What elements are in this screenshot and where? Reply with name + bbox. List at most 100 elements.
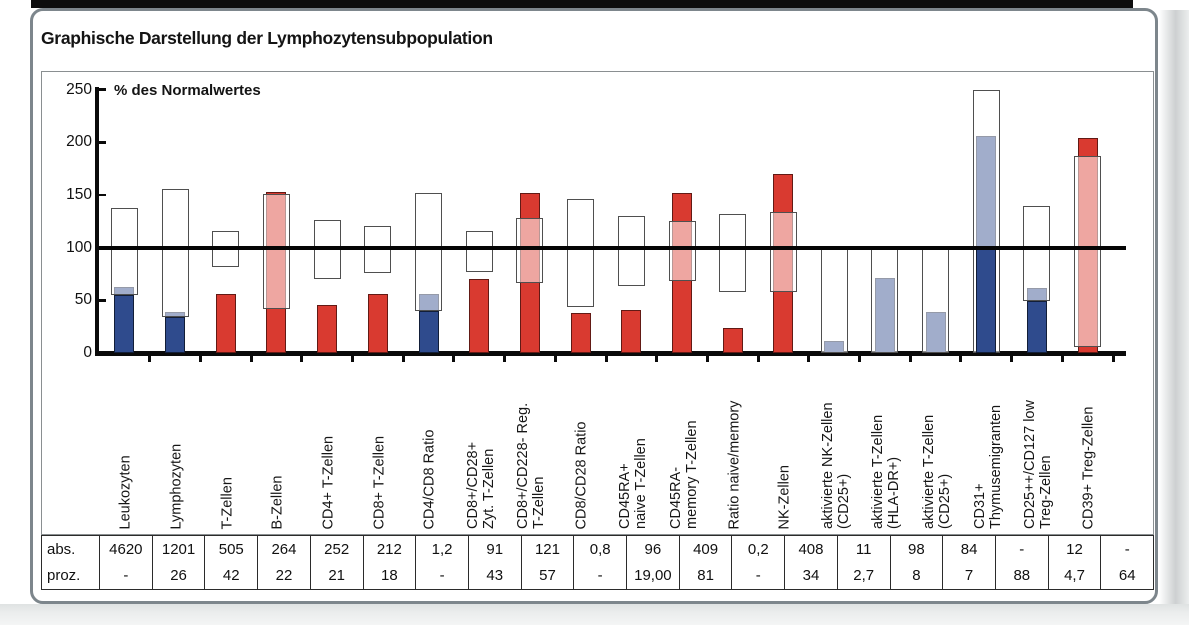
x-axis-label: Leukozyten [117, 454, 134, 529]
value-bar-back [215, 294, 236, 353]
value-bar-front [1026, 301, 1047, 353]
x-axis-label: CD8+/CD28+ Zyt. T-Zellen [464, 441, 497, 529]
y-tick [99, 299, 106, 302]
proz-cell: 4,7 [1064, 566, 1085, 584]
range-box [415, 192, 443, 311]
proz-cell: 88 [1013, 566, 1031, 584]
x-axis-labels: Leukozyten Lymphozyten T-Zellen B-Zellen CD4… [99, 72, 1113, 529]
table-column: 11 2,7 [836, 536, 890, 589]
y-axis [95, 87, 99, 356]
range-box [1023, 205, 1051, 302]
card: Graphische Darstellung der Lymphozytensu… [30, 8, 1158, 604]
x-tick [959, 356, 963, 362]
abs-cell: 408 [798, 540, 824, 558]
value-bar-back [621, 309, 642, 353]
x-tick [1010, 356, 1014, 362]
abs-cell: 0,8 [589, 540, 611, 558]
value-bar-back [367, 294, 388, 353]
figure-title: Graphische Darstellung der Lymphozytensu… [41, 28, 493, 48]
x-tick [452, 356, 456, 362]
table-column: 121 57 [520, 536, 574, 589]
x-axis-label: aktivierte NK-Zellen (CD25+) [819, 402, 852, 529]
table-row-headers: abs. proz. [42, 536, 99, 589]
x-tick [503, 356, 507, 362]
abs-cell: 252 [324, 540, 350, 558]
table-column: 212 18 [362, 536, 416, 589]
proz-cell: 8 [912, 566, 921, 584]
x-axis-label: Lymphozyten [168, 443, 185, 529]
row-header-proz: proz. [47, 566, 81, 584]
proz-cell: 22 [275, 566, 293, 584]
x-axis-label: NK-Zellen [776, 464, 793, 529]
y-tick-label: 100 [66, 238, 92, 256]
page-shadow-bottom [0, 604, 1189, 625]
proz-cell: 34 [802, 566, 820, 584]
abs-cell: 12 [1066, 540, 1083, 558]
abs-cell: - [1019, 540, 1025, 558]
plot-area [99, 89, 1113, 353]
table-column: 84 7 [942, 536, 995, 589]
x-axis-label: CD39+ Treg-Zellen [1080, 406, 1097, 529]
table-column: 1,2 - [415, 536, 468, 589]
abs-cell: 91 [486, 540, 504, 558]
y-axis-title: % des Normalwertes [114, 82, 261, 99]
range-box [516, 218, 544, 284]
proz-cell: 81 [697, 566, 714, 584]
chart-frame: % des Normalwertes 0 50 100 150 200 250 Leuko… [41, 71, 1154, 535]
abs-cell: 0,2 [747, 540, 769, 558]
abs-cell: - [1124, 540, 1130, 558]
value-bar-front [976, 247, 997, 353]
range-box [922, 247, 950, 353]
table-column: 98 8 [889, 536, 943, 589]
y-tick [99, 88, 106, 91]
x-axis-label: CD45RA+ naive T-Zellen [616, 438, 649, 529]
table-column: 12 4,7 [1047, 536, 1101, 589]
table-column: - 88 [994, 536, 1048, 589]
abs-cell: 409 [693, 540, 719, 558]
x-axis-label: CD31+ Thymusemigranten [971, 404, 1004, 529]
proz-cell: 26 [170, 566, 187, 584]
x-axis-label: B-Zellen [269, 475, 286, 529]
abs-cell: 11 [855, 540, 872, 558]
range-box [769, 211, 797, 292]
abs-cell: 264 [271, 540, 297, 558]
x-axis-label: Ratio naive/memory [726, 400, 742, 529]
x-tick [401, 356, 405, 362]
table-column: 91 43 [467, 536, 521, 589]
y-tick [99, 193, 106, 197]
range-box [617, 216, 645, 286]
value-bar-front [165, 317, 186, 353]
proz-cell: - [597, 566, 603, 584]
proz-cell: 2,7 [853, 566, 875, 584]
x-tick [553, 356, 557, 362]
table-column: 4620 - [99, 536, 152, 589]
x-tick [351, 356, 354, 362]
table-column: 0,2 - [731, 536, 784, 589]
x-axis-label: aktivierte T-Zellen (CD25+) [921, 414, 953, 529]
table-column: 1201 26 [151, 536, 205, 589]
value-bar-back [722, 327, 743, 353]
x-axis [97, 351, 1126, 356]
x-tick [807, 356, 811, 362]
y-tick [99, 351, 106, 355]
abs-cell: 84 [960, 540, 978, 558]
proz-cell: - [439, 566, 445, 584]
table-column: 505 42 [204, 536, 257, 589]
range-box [262, 193, 290, 309]
x-axis-label: CD8/CD28 Ratio [573, 421, 590, 529]
proz-cell: - [123, 566, 129, 584]
range-box [1074, 156, 1102, 347]
y-tick-label: 250 [66, 80, 92, 98]
table-column: 409 81 [678, 536, 732, 589]
x-axis-label: CD4+ T-Zellen [320, 435, 337, 529]
top-edge-band [31, 0, 1133, 8]
table-column: 0,8 - [573, 536, 626, 589]
abs-cell: 1201 [161, 540, 196, 558]
proz-cell: - [755, 566, 761, 584]
x-tick [655, 356, 659, 362]
page-shadow-right [1159, 10, 1189, 625]
x-axis-label: CD8+ T-Zellen [371, 435, 388, 529]
table-column: - 64 [1100, 536, 1153, 589]
value-bar-front [114, 295, 135, 353]
